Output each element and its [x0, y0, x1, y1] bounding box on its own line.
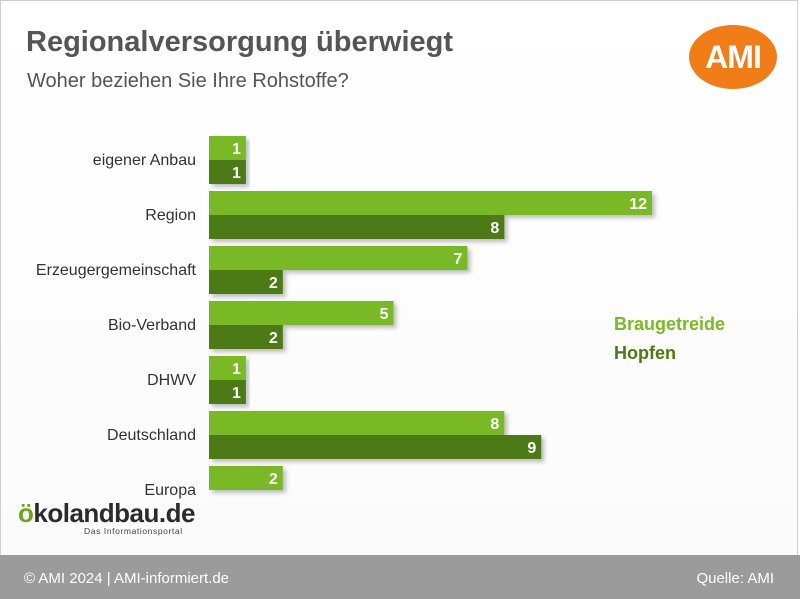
- data-label-hopfen-erzeugergemeinschaft: 2: [269, 275, 278, 292]
- chart-title: Regionalversorgung überwiegt: [26, 26, 453, 58]
- footer-copyright: © AMI 2024 | AMI-informiert.de: [24, 570, 230, 587]
- oekolandbau-logo-o: ö: [18, 498, 34, 528]
- bar-hopfen-deutschland: [209, 435, 542, 459]
- bar-braugetreide-eigener-anbau: [209, 136, 246, 160]
- bar-hopfen-dhwv: [209, 380, 246, 404]
- bar-hopfen-eigener-anbau: [209, 160, 246, 184]
- data-label-hopfen-region: 8: [490, 220, 499, 237]
- footer-source: Quelle: AMI: [696, 570, 774, 587]
- data-label-braugetreide-europa: 2: [269, 471, 278, 488]
- oekolandbau-logo: ökolandbau.de Das Informationsportal: [18, 500, 198, 536]
- data-label-braugetreide-deutschland: 8: [490, 416, 499, 433]
- oekolandbau-logo-rest: kolandbau.de: [33, 498, 195, 528]
- category-label-dhwv: DHWV: [147, 372, 196, 389]
- bar-braugetreide-europa: [209, 466, 283, 490]
- ami-logo: AMI: [689, 25, 777, 89]
- legend-item-hopfen: Hopfen: [614, 343, 676, 363]
- data-label-hopfen-eigener-anbau: 1: [232, 165, 241, 182]
- oekolandbau-logo-wordmark: ökolandbau.de: [18, 500, 198, 526]
- bar-braugetreide-deutschland: [209, 411, 505, 435]
- legend-item-braugetreide: Braugetreide: [614, 314, 726, 334]
- bar-braugetreide-region: [209, 191, 652, 215]
- data-label-braugetreide-dhwv: 1: [232, 361, 241, 378]
- category-label-eigener-anbau: eigener Anbau: [93, 152, 196, 169]
- data-label-braugetreide-erzeugergemeinschaft: 7: [454, 251, 463, 268]
- ami-logo-text: AMI: [705, 38, 762, 75]
- category-label-europa: Europa: [144, 482, 196, 499]
- data-label-hopfen-dhwv: 1: [232, 385, 241, 402]
- data-label-braugetreide-region: 12: [629, 196, 647, 213]
- bar-braugetreide-bio-verband: [209, 301, 394, 325]
- bar-braugetreide-dhwv: [209, 356, 246, 380]
- chart-frame: [0, 0, 798, 555]
- category-label-erzeugergemeinschaft: Erzeugergemeinschaft: [36, 262, 197, 279]
- category-label-deutschland: Deutschland: [107, 427, 196, 444]
- bar-chart: eigener Anbau11Region128Erzeugergemeinsc…: [36, 136, 652, 499]
- bar-hopfen-erzeugergemeinschaft: [209, 270, 283, 294]
- legend: Braugetreide Hopfen: [614, 313, 725, 371]
- category-label-bio-verband: Bio-Verband: [108, 317, 196, 334]
- bar-braugetreide-erzeugergemeinschaft: [209, 246, 468, 270]
- bar-hopfen-bio-verband: [209, 325, 283, 349]
- bars-layer: eigener Anbau11Region128Erzeugergemeinsc…: [36, 136, 652, 499]
- data-label-braugetreide-bio-verband: 5: [380, 306, 389, 323]
- oekolandbau-logo-tagline: Das Informationsportal: [84, 526, 183, 536]
- data-label-hopfen-bio-verband: 2: [269, 330, 278, 347]
- bar-hopfen-region: [209, 215, 505, 239]
- footer-bar: © AMI 2024 | AMI-informiert.de Quelle: A…: [0, 555, 800, 599]
- chart-subtitle: Woher beziehen Sie Ihre Rohstoffe?: [27, 70, 349, 92]
- data-label-hopfen-deutschland: 9: [527, 440, 536, 457]
- category-label-region: Region: [145, 207, 196, 224]
- data-label-braugetreide-eigener-anbau: 1: [232, 141, 241, 158]
